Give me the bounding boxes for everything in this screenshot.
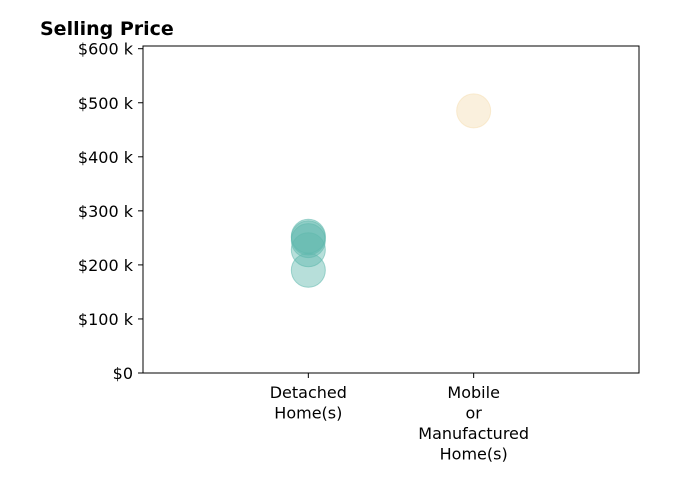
y-tick-label: $300 k bbox=[78, 202, 134, 221]
data-point bbox=[456, 93, 492, 129]
chart-title: Selling Price bbox=[40, 18, 174, 40]
plot-frame bbox=[142, 45, 640, 374]
y-tick-label: $500 k bbox=[78, 94, 134, 113]
y-tick-label: $100 k bbox=[78, 310, 134, 329]
y-tick-label: $0 bbox=[113, 364, 133, 383]
y-tick-label: $400 k bbox=[78, 148, 134, 167]
data-point bbox=[290, 218, 326, 254]
x-tick-label: Mobile or Manufactured Home(s) bbox=[418, 383, 529, 464]
y-tick-label: $600 k bbox=[78, 40, 134, 59]
plot-area: $0 $100 k $200 k $300 k $400 k $500 k $600 k De… bbox=[78, 40, 640, 464]
y-tick-label: $200 k bbox=[78, 256, 134, 275]
x-tick-label: Detached Home(s) bbox=[270, 383, 347, 423]
data-point bbox=[290, 232, 326, 268]
